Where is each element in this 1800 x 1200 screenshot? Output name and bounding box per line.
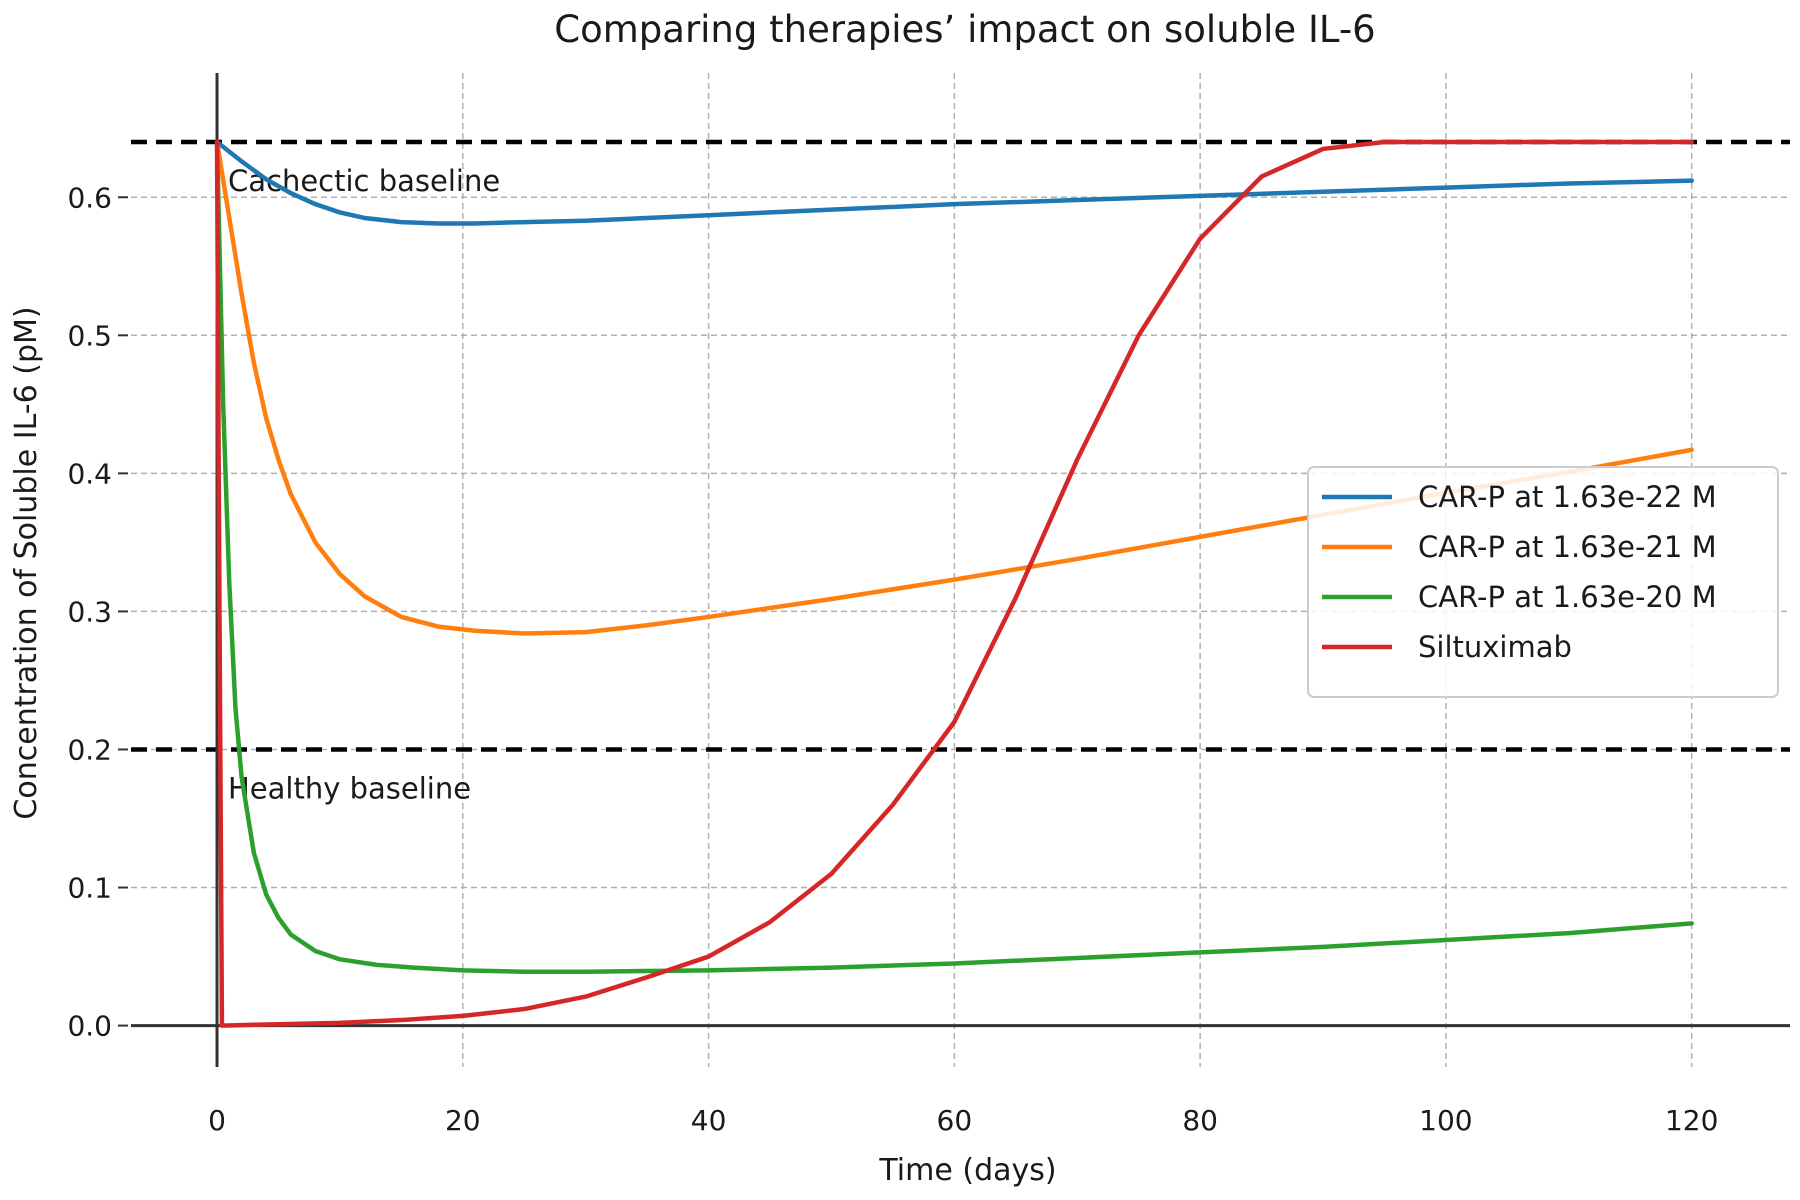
x-tick-label: 80 — [1182, 1104, 1218, 1137]
y-tick-label: 0.3 — [67, 595, 112, 628]
x-tick-label: 100 — [1419, 1104, 1472, 1137]
series-lines — [214, 139, 1694, 1028]
series-line — [214, 139, 1694, 226]
x-axis-label: Time (days) — [878, 1153, 1056, 1188]
legend-label: CAR-P at 1.63e-22 M — [1418, 480, 1717, 514]
series-line — [214, 139, 1694, 636]
legend-label: CAR-P at 1.63e-20 M — [1418, 580, 1717, 614]
y-tick-label: 0.4 — [67, 457, 112, 490]
x-tick-label: 40 — [691, 1104, 727, 1137]
legend: CAR-P at 1.63e-22 M CAR-P at 1.63e-21 M CA… — [1307, 466, 1779, 698]
tick-labels: 0 20 40 60 80 100 120 0.0 0.1 0.2 0.3 0.4 0.5 0.6 — [67, 181, 1718, 1137]
legend-box — [1307, 466, 1779, 698]
x-tick-label: 0 — [208, 1104, 226, 1137]
baseline-label: Healthy baseline — [228, 771, 471, 805]
x-tick-label: 60 — [937, 1104, 973, 1137]
y-tick-label: 0.5 — [67, 319, 112, 352]
y-axis-label: Concentration of Soluble IL-6 (pM) — [9, 306, 44, 819]
legend-label: Siltuximab — [1418, 630, 1572, 664]
y-tick-label: 0.1 — [67, 872, 112, 905]
y-tick-label: 0.6 — [67, 181, 112, 214]
legend-label: CAR-P at 1.63e-21 M — [1418, 530, 1717, 564]
x-tick-label: 120 — [1665, 1104, 1718, 1137]
y-tick-label: 0.2 — [67, 733, 112, 766]
y-tick-label: 0.0 — [67, 1010, 112, 1043]
chart-title: Comparing therapies’ impact on soluble I… — [554, 8, 1375, 51]
series-line — [214, 139, 1694, 1028]
x-tick-label: 20 — [445, 1104, 481, 1137]
series-line — [214, 139, 1694, 974]
